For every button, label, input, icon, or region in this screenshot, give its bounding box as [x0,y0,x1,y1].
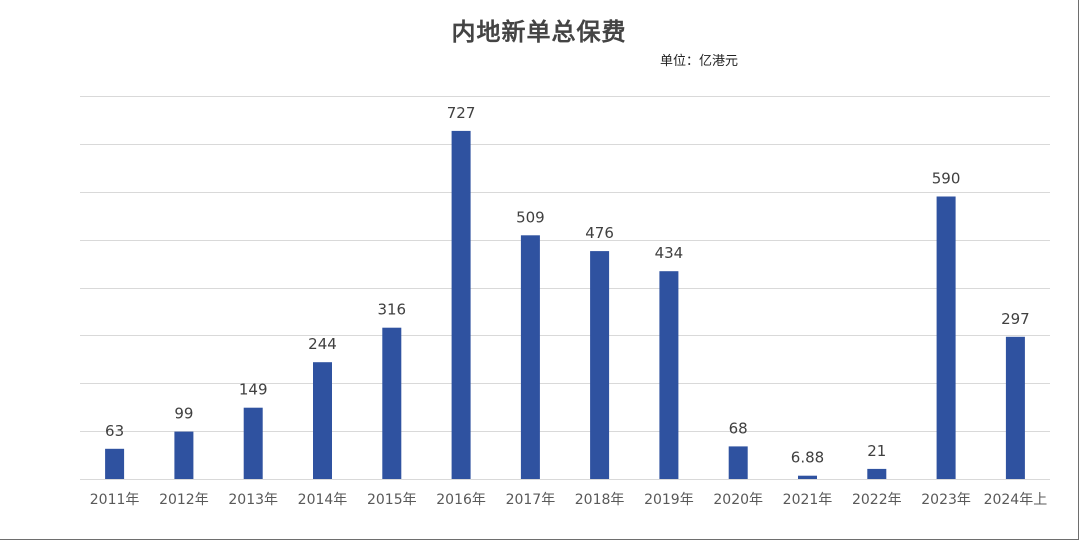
data-label: 590 [932,170,961,188]
data-label: 476 [585,224,614,242]
x-tick-label: 2021年 [783,492,833,508]
x-tick-label: 2017年 [506,492,556,508]
data-label: 21 [867,442,886,460]
bar [728,446,748,479]
data-label: 99 [174,405,193,423]
data-label: 63 [105,422,124,440]
bar [590,251,610,479]
data-label: 6.88 [791,449,824,467]
data-label: 68 [729,419,748,437]
x-tick-label: 2016年 [436,492,486,508]
x-tick-label: 2023年 [921,492,971,508]
bar [243,407,263,479]
data-label: 149 [239,381,268,399]
bar [867,468,887,479]
data-label: 297 [1001,310,1030,328]
bar [382,327,402,479]
bar [659,271,679,479]
bar [1005,336,1025,479]
x-tick-label: 2022年 [852,492,902,508]
bar [936,196,956,479]
x-tick-label: 2012年 [159,492,209,508]
data-label: 727 [447,104,476,122]
x-tick-label: 2020年 [713,492,763,508]
data-label: 509 [516,208,545,226]
data-label: 316 [377,301,406,319]
chart-title: 内地新单总保费 [451,17,627,46]
bar [105,448,125,479]
bar [313,362,332,479]
x-tick-label: 2015年 [367,492,417,508]
gridlines [80,96,1050,480]
data-label: 434 [655,244,684,262]
x-tick-label: 2019年 [644,492,694,508]
data-labels: 63 99 149 244 316 727 509 476 434 68 6.88 21 590 297 [105,104,1030,467]
bars [105,130,1025,479]
bar [451,130,471,479]
bar [520,235,540,479]
bar [798,475,817,479]
x-tick-label: 2018年 [575,492,625,508]
x-tick-label: 2024年上 [984,492,1048,508]
x-tick-label: 2014年 [298,492,348,508]
x-tick-labels: 2011年 2012年 2013年 2014年 2015年 2016年 2017年 2018年… [90,492,1047,508]
data-label: 244 [308,335,337,353]
bar [174,431,194,479]
x-tick-label: 2013年 [228,492,278,508]
unit-note: 单位：亿港元 [660,54,739,69]
x-tick-label: 2011年 [90,492,140,508]
